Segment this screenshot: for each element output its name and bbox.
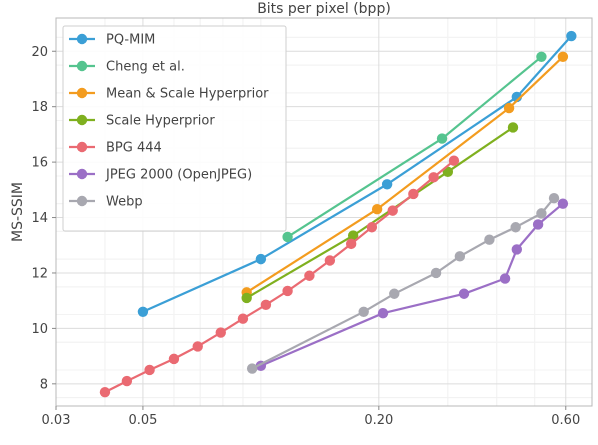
data-point bbox=[366, 222, 378, 233]
legend-item: Scale Hyperprior bbox=[69, 114, 215, 129]
data-point bbox=[548, 192, 560, 204]
legend-label: Cheng et al. bbox=[106, 60, 185, 75]
legend-item: BPG 444 bbox=[69, 141, 162, 156]
y-tick-label: 20 bbox=[31, 45, 48, 60]
legend-swatch-marker bbox=[76, 195, 88, 207]
y-tick-label: 10 bbox=[31, 322, 48, 337]
data-point bbox=[536, 208, 547, 219]
data-point bbox=[536, 51, 547, 62]
data-point bbox=[377, 307, 389, 319]
y-tick-label: 18 bbox=[31, 100, 48, 115]
x-axis-title: Bits per pixel (bpp) bbox=[257, 1, 391, 17]
series-4 bbox=[99, 155, 460, 398]
legend-swatch-marker bbox=[76, 60, 88, 72]
x-tick-label: 0.60 bbox=[551, 413, 580, 428]
legend: PQ-MIM Cheng et al. Mean & Scale Hyperprio… bbox=[62, 25, 287, 232]
data-point bbox=[381, 179, 393, 190]
data-point bbox=[168, 353, 180, 365]
data-point bbox=[282, 285, 293, 297]
data-point bbox=[324, 255, 336, 266]
data-point bbox=[144, 364, 155, 376]
x-tick-labels: 0.03 0.05 0.20 0.60 bbox=[42, 406, 580, 428]
data-point bbox=[499, 273, 511, 284]
series-line bbox=[246, 56, 564, 294]
data-point bbox=[389, 288, 400, 299]
data-point bbox=[237, 313, 249, 324]
data-point bbox=[430, 267, 442, 279]
legend-label: Scale Hyperprior bbox=[106, 114, 215, 129]
data-point bbox=[371, 204, 383, 215]
legend-swatch-marker bbox=[76, 87, 88, 99]
series-0 bbox=[137, 30, 577, 317]
data-point bbox=[255, 253, 267, 265]
y-tick-label: 12 bbox=[31, 266, 48, 281]
y-tick-label: 8 bbox=[40, 377, 48, 392]
series-6 bbox=[246, 192, 560, 374]
data-point bbox=[532, 219, 544, 230]
legend-item: Mean & Scale Hyperprior bbox=[69, 87, 269, 102]
legend-item: Cheng et al. bbox=[69, 60, 185, 75]
series-1 bbox=[282, 51, 547, 243]
data-point bbox=[428, 172, 439, 183]
data-point bbox=[510, 222, 521, 233]
legend-label: Mean & Scale Hyperprior bbox=[106, 87, 269, 102]
data-point bbox=[246, 363, 258, 374]
legend-label: Webp bbox=[106, 195, 143, 210]
data-point bbox=[215, 327, 226, 338]
data-point bbox=[507, 122, 519, 133]
major-gridlines bbox=[55, 18, 592, 406]
legend-label: BPG 444 bbox=[106, 141, 162, 156]
legend-label: PQ-MIM bbox=[106, 33, 155, 48]
data-point bbox=[241, 292, 252, 304]
legend-label: JPEG 2000 (OpenJPEG) bbox=[105, 168, 252, 183]
legend-item: Webp bbox=[69, 195, 143, 210]
data-point bbox=[345, 238, 357, 250]
x-tick-label: 0.20 bbox=[364, 413, 393, 428]
data-point bbox=[99, 386, 111, 398]
data-point bbox=[358, 306, 369, 317]
legend-box bbox=[62, 25, 287, 232]
legend-item: PQ-MIM bbox=[69, 33, 155, 48]
y-tick-label: 16 bbox=[31, 156, 48, 171]
data-point bbox=[454, 251, 466, 262]
data-point bbox=[458, 288, 470, 299]
legend-swatch-marker bbox=[76, 33, 88, 45]
y-axis-title: MS-SSIM bbox=[10, 182, 26, 242]
series-2 bbox=[241, 51, 569, 298]
data-point bbox=[503, 102, 515, 114]
data-point bbox=[408, 188, 419, 200]
data-point bbox=[557, 51, 569, 62]
data-point bbox=[511, 244, 523, 255]
data-point bbox=[192, 341, 203, 352]
legend-swatch-marker bbox=[76, 114, 88, 126]
data-point bbox=[436, 133, 448, 144]
y-tick-labels: 8 10 12 14 16 18 20 bbox=[31, 45, 56, 392]
series-5 bbox=[255, 198, 569, 372]
data-point bbox=[304, 270, 315, 281]
data-point bbox=[347, 230, 359, 241]
y-tick-label: 14 bbox=[31, 211, 48, 226]
data-point bbox=[448, 155, 460, 166]
data-point bbox=[121, 375, 133, 387]
data-point bbox=[282, 231, 293, 243]
data-point bbox=[260, 299, 272, 311]
data-point bbox=[387, 205, 398, 216]
legend-item: JPEG 2000 (OpenJPEG) bbox=[69, 168, 252, 183]
legend-swatch-marker bbox=[76, 168, 88, 180]
series-layer bbox=[99, 30, 577, 398]
data-point bbox=[137, 306, 149, 317]
data-point bbox=[566, 30, 577, 42]
x-tick-label: 0.05 bbox=[128, 413, 157, 428]
plot-frame bbox=[55, 17, 593, 407]
data-point bbox=[484, 234, 495, 245]
legend-swatch-marker bbox=[76, 141, 88, 153]
x-tick-label: 0.03 bbox=[42, 413, 71, 428]
data-point bbox=[557, 198, 569, 209]
